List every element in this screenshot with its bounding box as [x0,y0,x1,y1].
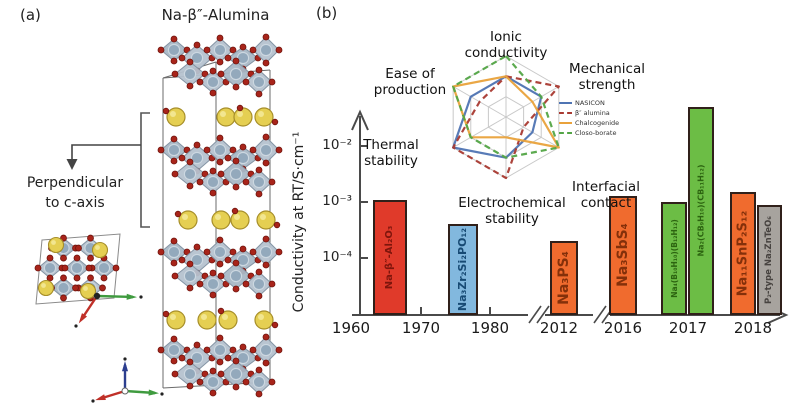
legend-label: Chalcogenide [575,119,620,127]
conductivity-bar: Na₃Zr₂Si₂PO₁₂ [448,224,478,315]
spinel-block [157,133,283,198]
legend-swatch-beta-alumina [559,112,572,114]
conductivity-bar: Na₄(B₁₀H₁₀)(B₁₂H₁₂) [661,202,687,315]
x-tick-label: 2016 [603,319,643,337]
conductivity-bar: P₂-type Na₂ZnTeO₆ [756,204,782,315]
perpendicular-annotation: Perpendicular to c-axis [8,174,142,213]
radar-axis-label-mechanical-strength: Mechanical strength [569,61,645,93]
legend-item: Chalcogenide [559,118,645,128]
spinel-block [157,333,283,398]
crystal-top-view [34,233,121,305]
annotation-arrow-line [71,144,141,161]
x-tick-label: 2018 [733,319,773,337]
x-tick-label: 1980 [470,319,510,337]
panel-a-title: Na-β″-Alumina [161,6,270,24]
spinel-block [157,235,283,300]
x-tick-label: 1960 [331,319,371,337]
conductivity-bar: Na₃PS₄ [550,241,578,315]
radar-axis-label-ionic-conductivity: Ionic conductivity [464,29,548,61]
legend-item: NASICON [559,98,645,108]
y-axis-arrowhead [351,109,369,131]
sodium-layer [174,207,281,230]
radar-spoke [452,116,507,148]
conductivity-bar: Na₁₁SnP₂S₁₂ [730,192,756,315]
bracket [140,112,150,228]
radar-axis-label-interfacial-contact: Interfacial contact [572,179,640,211]
annotation-line-1: Perpendicular [26,175,124,191]
spinel-block [157,33,283,98]
sodium-layer [162,104,279,127]
conductivity-bar: Na₂(CB₉H₁₀)(CB₁₁H₁₂) [688,106,714,315]
legend-label: NASICON [575,99,605,107]
legend-label: β″ alumina [575,109,610,117]
sodium-layer [162,307,279,330]
radar-axis-label-thermal-stability: Thermal stability [363,137,419,169]
radar-series-β″ alumina [452,75,560,180]
x-tick-label: 2017 [668,319,708,337]
x-tick-label: 2012 [539,319,579,337]
legend-label: Closo-borate [575,129,617,137]
y-tick-label: 10⁻³ [322,193,352,209]
annotation-line-2: to c-axis [45,194,105,211]
radar-series-Closo-borate [452,54,560,159]
radar-axis-label-ease-of-production: Ease of production [373,66,447,98]
x-tick-label: 1970 [401,319,441,337]
legend-swatch-chalcogenide [559,122,572,124]
conductivity-bar: Na₃SbS₄ [609,195,637,315]
radar-legend: NASICON β″ alumina Chalcogenide Closo-bo… [559,98,645,138]
legend-item: Closo-borate [559,128,645,138]
y-tick-label: 10⁻⁴ [322,249,352,265]
legend-swatch-closo-borate [559,132,572,134]
y-tick-label: 10⁻² [322,137,352,153]
panel-a-label: (a) [20,6,41,24]
x-axis-break [528,305,550,324]
conductivity-bar: Na-β″-Al₂O₃ [373,199,407,315]
annotation-arrowhead [66,159,78,170]
legend-swatch-nasicon [559,102,572,104]
radar-axis-label-electrochemical-stability: Electrochemical stability [458,195,566,227]
panel-b-label: (b) [316,4,338,22]
legend-item: β″ alumina [559,108,645,118]
